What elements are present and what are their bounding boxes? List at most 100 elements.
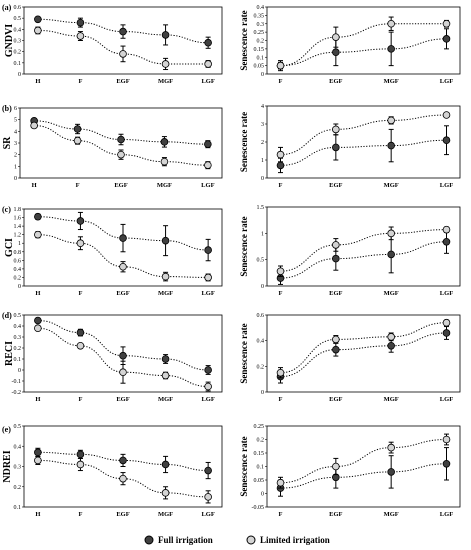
x-tick-label: F [78, 396, 82, 403]
y-tick-label: 0.4 [257, 5, 265, 11]
y-tick-label: 0.2 [257, 438, 265, 444]
series-line [280, 439, 447, 484]
data-point [119, 368, 127, 377]
series-limited [276, 16, 451, 70]
y-tick-label: 1.6 [14, 216, 22, 222]
y-tick-label: 0.15 [254, 451, 265, 457]
panel-label: (b) [2, 104, 12, 113]
y-tick-label: 0.6 [14, 5, 22, 11]
series-limited [34, 26, 212, 71]
legend-label-full: Full irrigation [158, 535, 213, 545]
data-point [161, 60, 170, 68]
data-point [387, 341, 395, 350]
y-tick-label: 0.3 [14, 39, 22, 45]
data-point [387, 468, 395, 476]
data-point [442, 435, 451, 444]
y-tick-label: 3 [14, 141, 17, 147]
data-point [442, 19, 451, 28]
data-point [442, 111, 451, 119]
data-point [34, 324, 42, 333]
y-tick-label: 0.1 [14, 61, 22, 67]
data-point [276, 478, 285, 487]
y-tick-label: 0.05 [254, 478, 265, 484]
x-tick-label: MGF [158, 511, 173, 518]
y-tick-label: 0 [18, 368, 21, 374]
data-point [119, 351, 127, 360]
series-line [280, 38, 447, 67]
chart-e-right: -0.05 0 0.05 0.1 0.15 0.2 0.25 F EGF MGF LGF Senesc… [239, 424, 461, 518]
series-full [34, 447, 212, 480]
y-tick-label: 1 [261, 158, 264, 164]
series-line [37, 320, 209, 371]
data-point [204, 382, 212, 391]
x-tick-label: EGF [329, 396, 342, 403]
data-point [117, 150, 125, 159]
x-tick-label: LGF [201, 182, 214, 189]
data-point [160, 157, 169, 166]
x-tick-label: F [78, 511, 82, 518]
data-point [161, 371, 170, 380]
data-point [276, 61, 285, 70]
y-tick-label: 1.4 [14, 224, 22, 230]
data-point [332, 254, 340, 263]
x-tick-label: H [35, 290, 40, 297]
x-tick-label: MGF [384, 182, 399, 189]
series-limited [30, 121, 212, 170]
y-tick-label: 0.4 [257, 339, 265, 345]
x-tick-label: LGF [201, 290, 214, 297]
x-tick-label: F [279, 511, 283, 518]
y-tick-label: 0.05 [254, 64, 265, 70]
data-point [387, 333, 395, 341]
data-point [73, 136, 82, 145]
panel-label: (e) [2, 425, 11, 434]
y-tick-label: 0.35 [254, 13, 265, 19]
data-point [332, 33, 340, 41]
y-tick-label: 0 [261, 390, 264, 396]
y-tick-label: 1.5 [257, 205, 265, 211]
x-tick-label: LGF [440, 511, 453, 518]
data-point [76, 217, 85, 225]
y-axis-label: Senescence rate [239, 10, 249, 70]
series-line [37, 234, 209, 278]
x-tick-label: H [35, 396, 40, 403]
data-point [442, 459, 451, 468]
x-tick-label: EGF [116, 396, 129, 403]
data-point [34, 15, 42, 24]
data-point [76, 32, 85, 40]
x-tick-label: LGF [440, 290, 453, 297]
series-limited [34, 230, 212, 282]
y-tick-label: 0.15 [254, 47, 265, 53]
x-tick-label: EGF [329, 78, 342, 85]
x-tick-label: MGF [158, 290, 173, 297]
data-point [161, 460, 170, 469]
y-tick-label: 0 [261, 492, 264, 498]
y-tick-label: 0.25 [254, 424, 265, 430]
chart-a-right: 0 0.05 0.1 0.15 0.2 0.25 0.3 0.35 0.4 F EGF MGF LGF S… [239, 5, 461, 85]
x-tick-label: F [279, 396, 283, 403]
y-tick-label: 5 [14, 118, 17, 124]
x-tick-label: MGF [384, 290, 399, 297]
chart-a-left: 0 0.1 0.2 0.3 0.4 0.5 0.6 H F EGF MGF LGF GNDVI (a) [2, 3, 223, 85]
data-point [160, 138, 169, 146]
y-tick-label: 0.2 [14, 346, 22, 352]
y-tick-label: 0.4 [14, 324, 22, 330]
y-axis-label: RECI [4, 341, 15, 366]
data-point [276, 267, 285, 276]
x-tick-label: LGF [201, 396, 214, 403]
data-point [34, 316, 42, 325]
series-full [276, 229, 451, 285]
data-point [34, 448, 42, 457]
y-tick-label: 0.8 [14, 250, 22, 256]
y-tick-label: 0.25 [254, 30, 265, 36]
series-line [280, 229, 447, 272]
x-tick-label: F [279, 182, 283, 189]
series-line [280, 139, 447, 166]
y-tick-label: 0.1 [257, 465, 265, 471]
y-tick-label: 0.4 [14, 444, 22, 450]
data-point [119, 50, 127, 58]
data-point [204, 60, 212, 68]
data-point [76, 341, 85, 350]
chart-d-left: -0.2 -0.1 0 0.1 0.2 0.3 0.4 0.5 H F EGF MGF LGF RECI (… [2, 311, 223, 403]
